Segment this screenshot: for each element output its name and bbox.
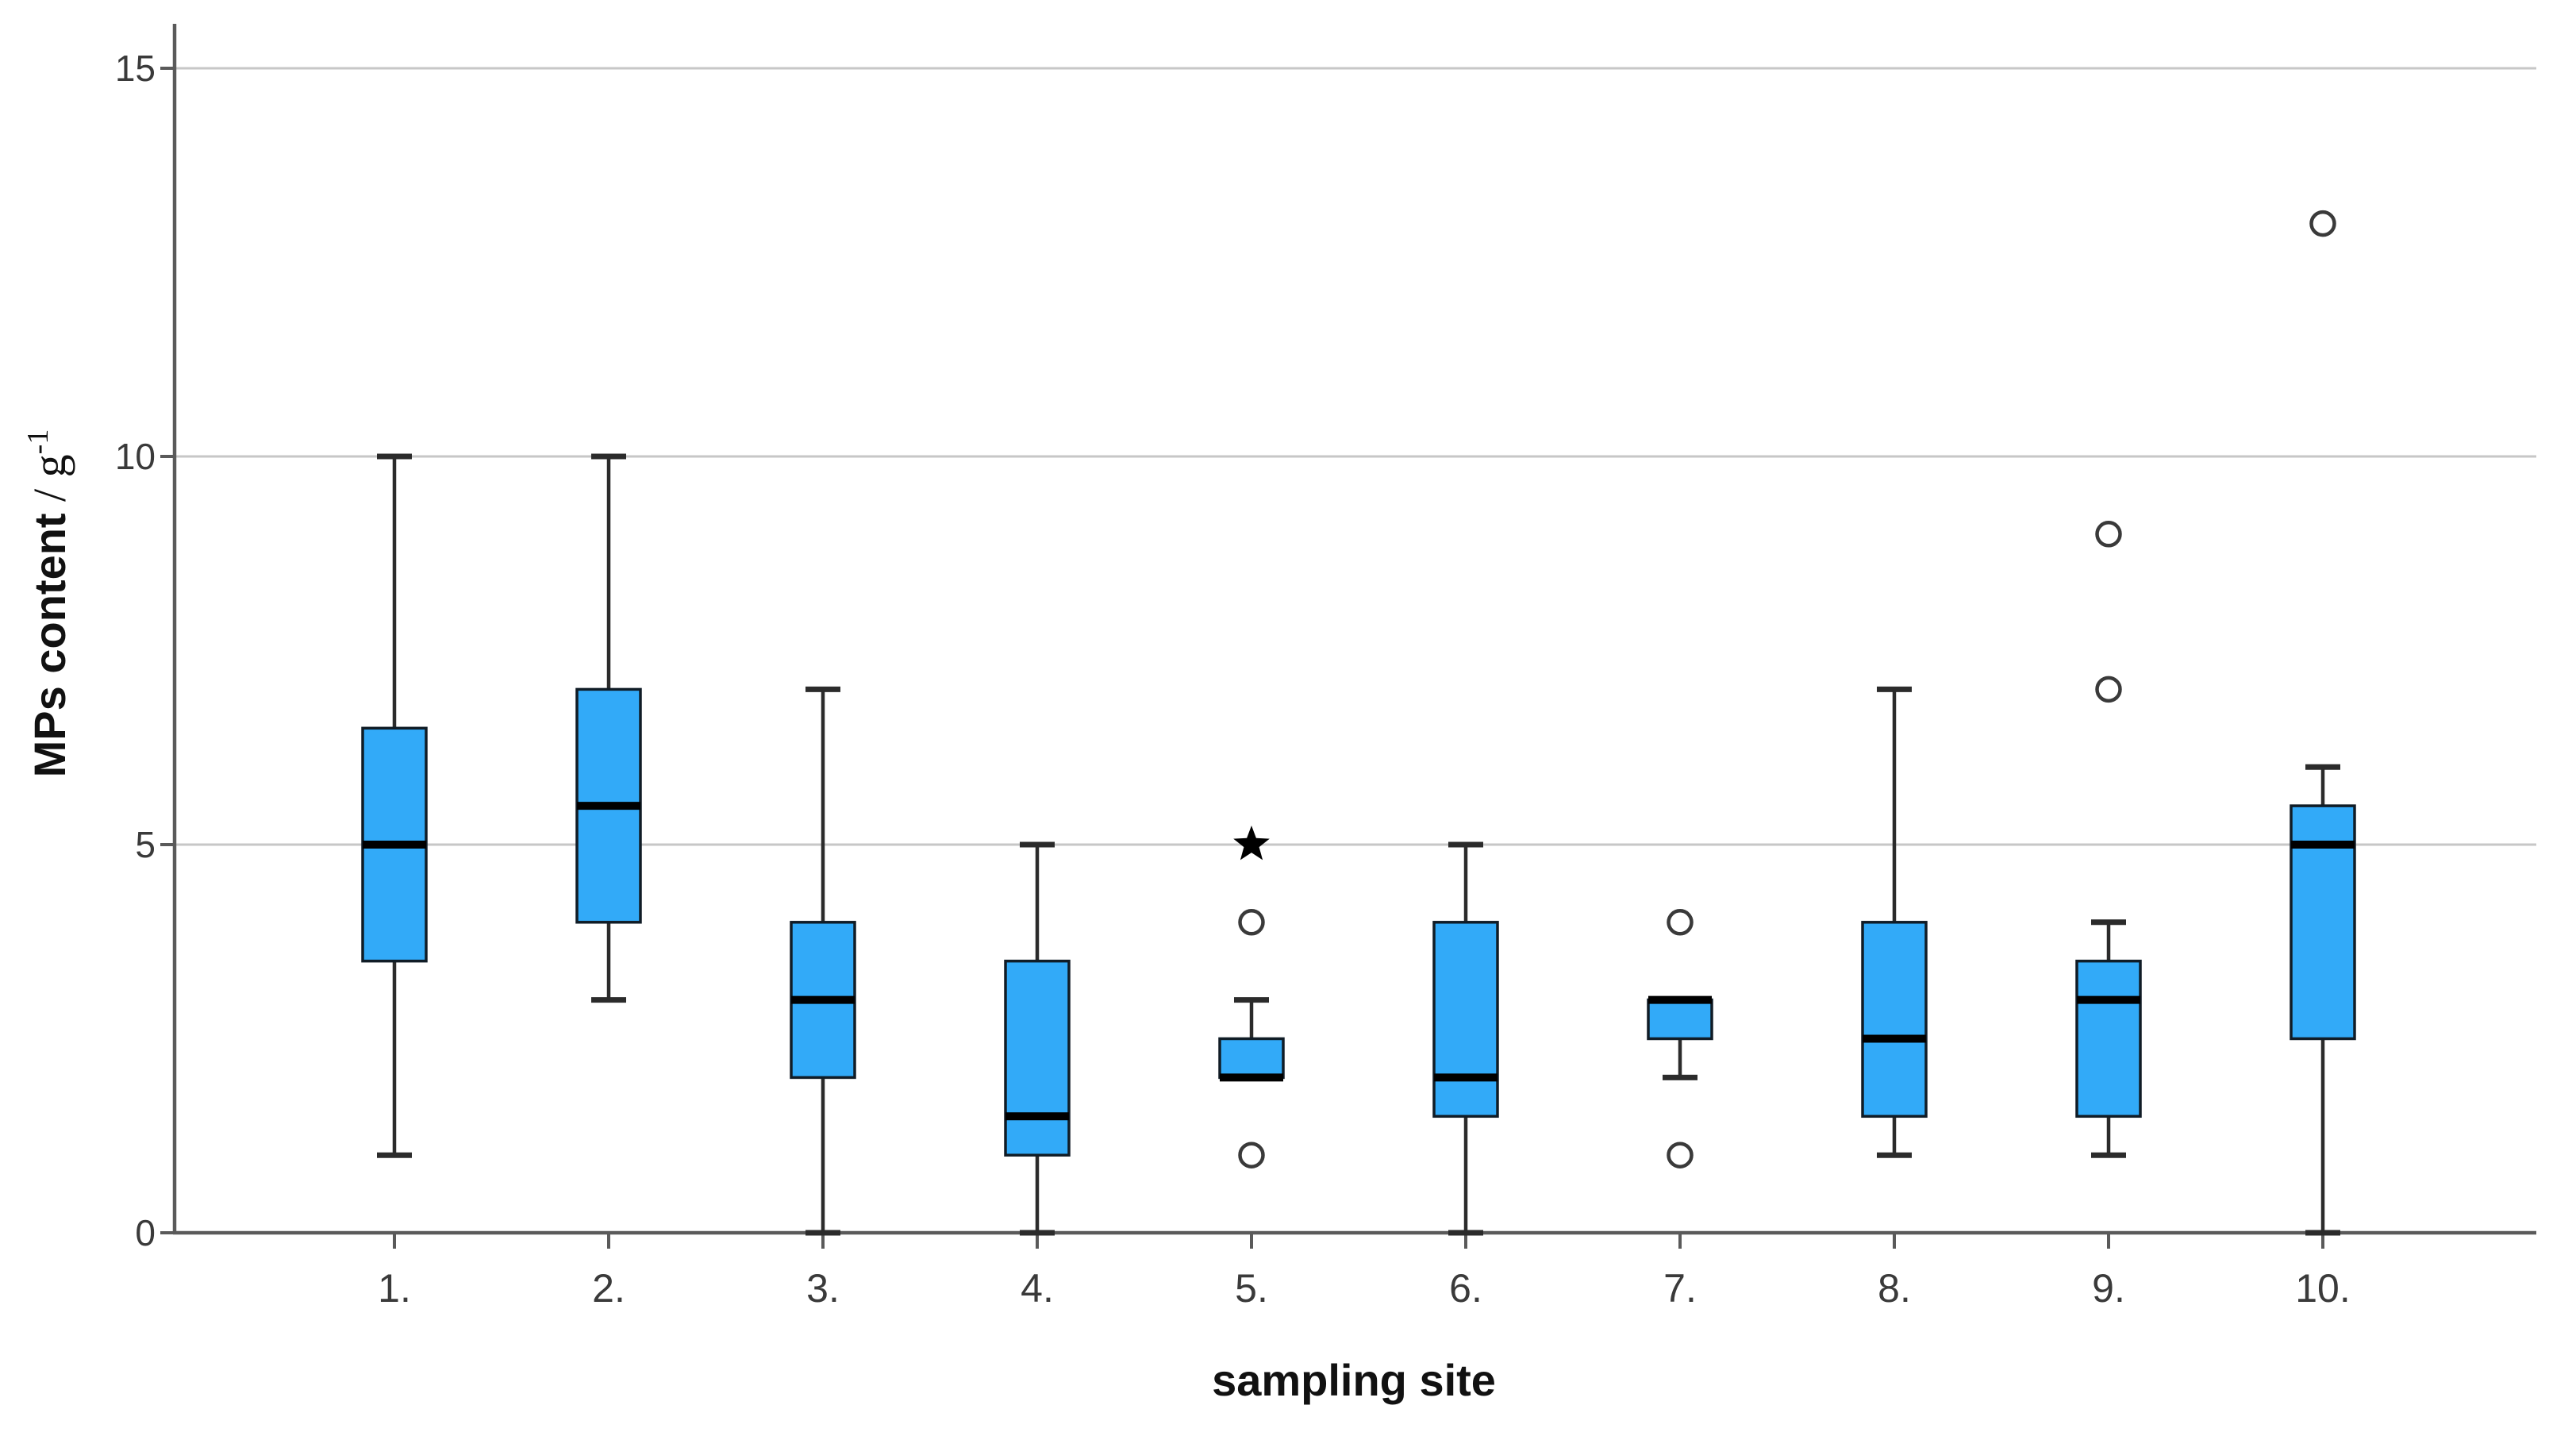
box-site-2 [575,453,642,1003]
y-axis-title-unit: g [24,454,75,477]
iqr-box [1004,959,1071,1157]
y-axis-title-main: MPs content [25,513,75,777]
iqr-box [1861,921,1928,1118]
box-site-10 [2290,764,2356,1236]
y-tick-label-5: 5 [135,824,156,865]
y-tick-label-0: 0 [135,1212,156,1253]
outlier-circle-site-10 [2309,210,2336,237]
outlier-circle-site-7 [1667,1141,1694,1168]
x-tick-label-10: 10. [2295,1266,2351,1311]
box-site-5 [1218,997,1285,1082]
outlier-circle-site-5 [1238,909,1265,936]
boxes-layer [361,453,2356,1236]
box-site-3 [790,686,856,1236]
outlier-circle-site-9 [2095,521,2122,548]
outlier-circle-site-7 [1667,909,1694,936]
x-tick-label-3: 3. [806,1266,840,1311]
y-axis-title-exponent: -1 [21,429,55,455]
x-tick-label-4: 4. [1021,1266,1054,1311]
gridlines-layer [175,67,2536,846]
y-tick-label-15: 15 [115,48,156,89]
outlier-circle-site-9 [2095,676,2122,703]
x-axis-title: sampling site [1212,1355,1496,1405]
box-site-6 [1432,841,1499,1236]
box-site-9 [2075,919,2142,1158]
extreme-outlier-star-site-5 [1233,826,1270,860]
box-site-7 [1647,995,1713,1080]
tick-labels-layer: 0 5 10 15 1. 2. 3. 4. 5. 6. 7. 8. 9. 10. [115,48,2351,1311]
x-tick-label-6: 6. [1449,1266,1482,1311]
outliers-layer [1233,210,2336,1168]
x-tick-label-8: 8. [1878,1266,1911,1311]
y-axis-title-divider: / [24,477,75,513]
outlier-circle-site-5 [1238,1141,1265,1168]
iqr-box [1647,998,1713,1041]
y-tick-label-10: 10 [115,436,156,477]
x-tick-label-7: 7. [1663,1266,1697,1311]
x-tick-label-9: 9. [2092,1266,2125,1311]
box-site-8 [1861,686,1928,1158]
iqr-box [1432,921,1499,1118]
x-tick-label-1: 1. [378,1266,411,1311]
iqr-box [2075,959,2142,1118]
iqr-box [1218,1037,1285,1080]
box-site-4 [1004,841,1071,1236]
x-tick-label-2: 2. [592,1266,625,1311]
y-axis-title: MPs content / g-1 [21,429,75,778]
box-site-1 [361,453,428,1158]
axes-layer [160,24,2536,1249]
x-tick-label-5: 5. [1235,1266,1268,1311]
